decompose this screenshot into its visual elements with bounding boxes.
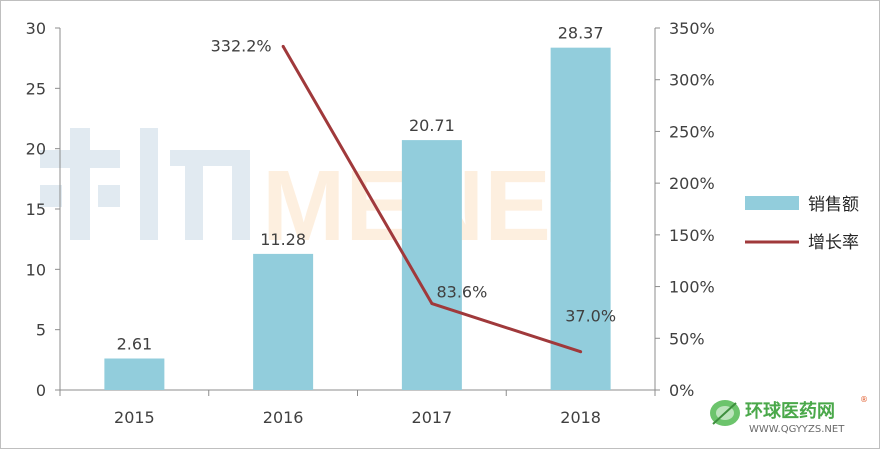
bar-value-label: 28.37 <box>558 24 604 43</box>
left-tick-label: 20 <box>26 140 46 159</box>
watermark: MENET <box>40 128 612 262</box>
line-value-label: 83.6% <box>436 283 487 302</box>
right-tick-label: 100% <box>669 278 715 297</box>
legend-label-line: 增长率 <box>808 233 859 253</box>
right-tick-label: 150% <box>669 226 715 245</box>
left-tick-label: 10 <box>26 260 46 279</box>
right-tick-label: 350% <box>669 19 715 38</box>
line-point <box>281 44 285 48</box>
right-axis-ticks: 0% 50% 100% 150% 200% 250% 300% 350% <box>655 19 715 400</box>
x-tick-label: 2016 <box>263 408 304 427</box>
x-tick-label: 2018 <box>560 408 601 427</box>
right-tick-label: 300% <box>669 71 715 90</box>
left-axis-ticks: 0 5 10 15 20 25 30 <box>26 19 60 400</box>
left-tick-label: 30 <box>26 19 46 38</box>
bar-series <box>104 47 611 390</box>
logo-text-cn: 环球医药网 <box>745 400 835 422</box>
line-value-label: 37.0% <box>565 307 616 326</box>
logo-text-en: WWW.QGYYZS.NET <box>749 424 845 435</box>
left-tick-label: 15 <box>26 200 46 219</box>
data-labels: 2.61 11.28 20.71 28.37 332.2% 83.6% 37.0% <box>117 24 616 354</box>
legend-label-bar: 销售额 <box>808 195 859 215</box>
right-tick-label: 0% <box>669 381 694 400</box>
line-point <box>430 302 434 306</box>
leaf-icon <box>710 400 740 426</box>
legend: 销售额 增长率 <box>745 195 859 253</box>
bar-value-label: 11.28 <box>260 230 306 249</box>
legend-swatch-bar <box>745 196 799 210</box>
line-point <box>579 350 583 354</box>
right-tick-label: 200% <box>669 174 715 193</box>
line-series <box>281 44 583 354</box>
bar-value-label: 20.71 <box>409 116 455 135</box>
x-tick-label: 2017 <box>412 408 453 427</box>
site-logo: 环球医药网 ® WWW.QGYYZS.NET <box>710 395 868 435</box>
x-axis-ticks: 2015 2016 2017 2018 <box>59 390 656 427</box>
bar-2018 <box>550 47 611 390</box>
bar-2017 <box>401 140 462 390</box>
right-tick-label: 250% <box>669 122 715 141</box>
watermark-glyph <box>40 128 250 240</box>
bar-2015 <box>104 358 165 390</box>
x-tick-label: 2015 <box>114 408 155 427</box>
logo-reg-mark: ® <box>860 395 868 404</box>
left-tick-label: 25 <box>26 79 46 98</box>
left-tick-label: 5 <box>36 321 46 340</box>
bar-value-label: 2.61 <box>117 335 153 354</box>
bar-2016 <box>253 253 314 390</box>
right-tick-label: 50% <box>669 329 705 348</box>
line-value-label: 332.2% <box>211 36 272 55</box>
left-tick-label: 0 <box>36 381 46 400</box>
